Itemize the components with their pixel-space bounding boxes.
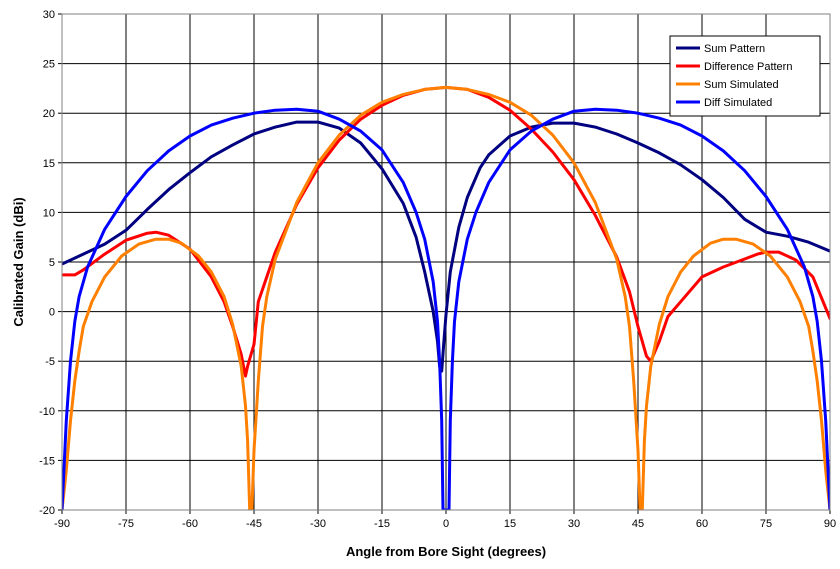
x-tick-label: 30 [568,518,580,530]
series-line-diff-simulated [62,107,830,510]
y-tick-label: 30 [43,9,55,21]
x-tick-label: 60 [696,518,708,530]
legend-label-diff-simulated: Diff Simulated [704,97,772,109]
y-tick-label: 15 [43,158,55,170]
series-layer [62,85,830,510]
x-axis-ticks: -90 -75 -60 -45 -30 -15 0 15 30 45 60 75 90 [54,510,836,530]
x-tick-label: -15 [374,518,390,530]
x-tick-label: 45 [632,518,644,530]
series-line-sum-simulated [62,85,830,510]
x-tick-label: -60 [182,518,198,530]
x-tick-label: 15 [504,518,516,530]
x-axis-title: Angle from Bore Sight (degrees) [346,544,546,559]
y-tick-label: 10 [43,207,55,219]
legend: Sum Pattern Difference Pattern Sum Simulat… [669,35,821,117]
y-tick-label: -20 [39,505,55,517]
x-tick-label: 0 [443,518,449,530]
y-tick-label: -5 [45,356,55,368]
y-axis-ticks: -20 -15 -10 -5 0 5 10 15 20 25 30 [39,9,62,517]
y-tick-label: 5 [49,257,55,269]
y-tick-label: 20 [43,108,55,120]
y-tick-label: 0 [49,307,55,319]
y-tick-label: -10 [39,406,55,418]
x-tick-label: -90 [54,518,70,530]
y-tick-label: 25 [43,59,55,71]
legend-label-sum-simulated: Sum Simulated [704,79,779,91]
series-line-sum-pattern [62,120,830,373]
y-tick-label: -15 [39,455,55,467]
x-tick-label: -45 [246,518,262,530]
x-tick-label: 90 [824,518,836,530]
x-tick-label: 75 [760,518,772,530]
legend-label-sum-pattern: Sum Pattern [704,43,765,55]
y-axis-title: Calibrated Gain (dBi) [11,197,26,326]
plot-frame [61,13,831,511]
x-tick-label: -30 [310,518,326,530]
legend-label-difference-pattern: Difference Pattern [704,61,792,73]
legend-items: Sum Pattern Difference Pattern Sum Simulat… [676,43,792,109]
x-tick-label: -75 [118,518,134,530]
